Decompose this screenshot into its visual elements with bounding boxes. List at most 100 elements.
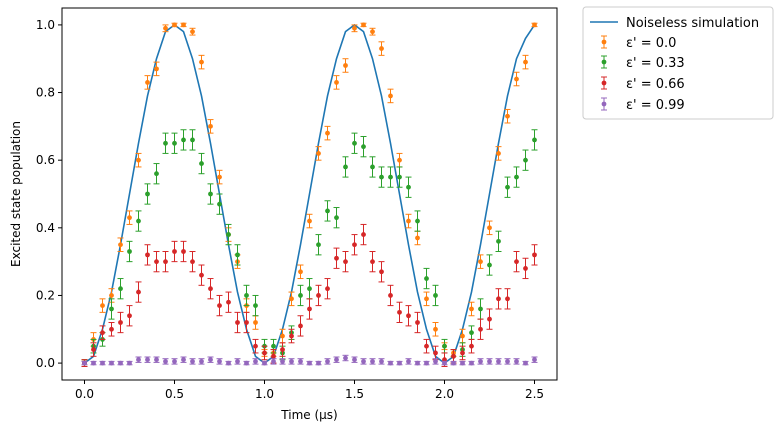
data-point [397, 174, 402, 180]
data-point [145, 191, 150, 197]
data-point [325, 130, 330, 136]
data-point [190, 29, 195, 35]
data-point [109, 360, 114, 366]
x-tick-label: 0.0 [75, 387, 94, 401]
data-point [154, 66, 159, 72]
data-point [352, 25, 357, 31]
data-point [325, 208, 330, 214]
data-point [289, 359, 294, 364]
data-point [298, 269, 303, 275]
data-point [127, 360, 132, 366]
data-point [235, 252, 240, 258]
data-point [505, 359, 510, 364]
y-axis-ticks: 0.0 0.2 0.4 0.6 0.8 1.0 [36, 18, 62, 370]
data-point [136, 218, 141, 224]
data-point [496, 238, 501, 244]
data-point [181, 137, 186, 143]
data-point [532, 357, 537, 363]
data-point [154, 171, 159, 177]
x-tick-label: 1.0 [255, 387, 274, 401]
data-point [505, 296, 510, 302]
data-point [127, 249, 132, 254]
data-point [208, 357, 213, 363]
data-point [235, 359, 240, 364]
data-point [163, 259, 168, 265]
data-point [397, 360, 402, 366]
data-point [136, 357, 141, 363]
data-point [406, 359, 411, 364]
data-point [163, 140, 168, 146]
data-point [262, 360, 267, 366]
data-point [199, 59, 204, 65]
data-point [244, 320, 249, 325]
data-point [523, 157, 528, 163]
x-axis-label: Time (μs) [280, 408, 337, 422]
data-point [334, 80, 339, 85]
data-point [307, 286, 312, 292]
data-point [100, 360, 105, 366]
data-point [406, 218, 411, 224]
data-point [451, 360, 456, 366]
data-point [370, 29, 375, 35]
data-point [523, 59, 528, 65]
data-point [469, 360, 474, 366]
y-tick-label: 0.2 [36, 288, 55, 302]
data-point [343, 355, 348, 361]
data-point [109, 293, 114, 298]
data-point [280, 359, 285, 364]
data-point [352, 140, 357, 146]
data-point [289, 333, 294, 339]
data-point [478, 326, 483, 332]
data-point [316, 151, 321, 156]
data-point [352, 242, 357, 248]
data-point [343, 164, 348, 170]
data-point [127, 215, 132, 221]
data-point [532, 252, 537, 258]
series-1 [81, 129, 538, 367]
legend-marker [601, 59, 607, 65]
data-point [307, 306, 312, 312]
data-point [433, 359, 438, 364]
data-point [298, 359, 303, 364]
data-point [397, 309, 402, 315]
legend-label: ε' = 0.0 [626, 36, 676, 51]
data-point [487, 316, 492, 322]
x-tick-label: 2.0 [435, 387, 454, 401]
data-point [496, 359, 501, 364]
data-point [487, 262, 492, 268]
data-point [118, 242, 123, 248]
x-tick-label: 2.5 [525, 387, 544, 401]
data-point [442, 360, 447, 366]
data-point [316, 293, 321, 298]
data-point [82, 360, 87, 366]
y-axis-label: Excited state population [9, 121, 23, 267]
data-point [100, 330, 105, 336]
data-point [424, 276, 429, 281]
data-point [415, 320, 420, 325]
data-point [253, 359, 258, 364]
data-point [226, 299, 231, 305]
chart-marks [81, 22, 538, 367]
data-point [190, 259, 195, 265]
data-point [154, 357, 159, 363]
data-point [379, 46, 384, 51]
data-point [136, 289, 141, 295]
data-point [523, 266, 528, 271]
data-point [532, 22, 537, 28]
data-point [244, 360, 249, 366]
data-point [217, 303, 222, 308]
data-point [424, 296, 429, 302]
data-point [451, 353, 456, 359]
data-point [370, 359, 375, 364]
data-point [208, 191, 213, 197]
data-point [181, 22, 186, 28]
data-point [343, 63, 348, 68]
data-point [361, 144, 366, 150]
data-point [505, 113, 510, 119]
series-2 [81, 223, 538, 367]
data-point [514, 359, 519, 364]
legend-label: ε' = 0.99 [626, 98, 685, 113]
data-point [226, 360, 231, 366]
data-point [217, 174, 222, 180]
